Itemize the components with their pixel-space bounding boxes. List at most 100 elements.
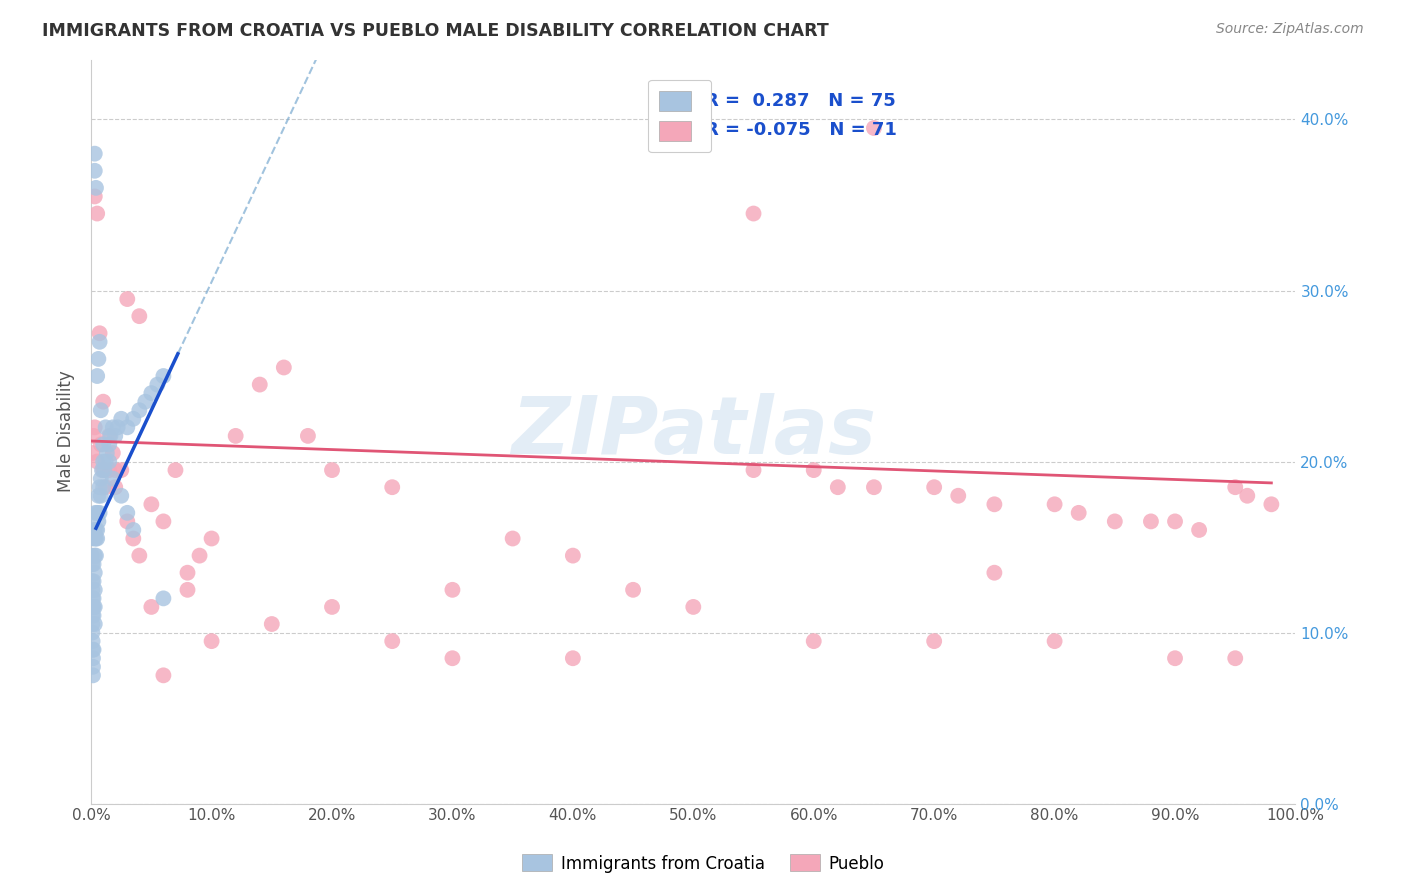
Point <box>803 634 825 648</box>
Point <box>922 634 945 648</box>
Point <box>100 429 122 443</box>
Point <box>152 668 174 682</box>
Point <box>948 489 970 503</box>
Point <box>1140 515 1163 529</box>
Point <box>188 549 211 563</box>
Point <box>90 489 112 503</box>
Point <box>827 480 849 494</box>
Point <box>176 582 198 597</box>
Point <box>128 309 150 323</box>
Point <box>152 515 174 529</box>
Point <box>84 523 107 537</box>
Point <box>82 651 104 665</box>
Point <box>682 599 704 614</box>
Text: R = -0.075   N = 71: R = -0.075 N = 71 <box>706 121 897 139</box>
Point <box>225 429 247 443</box>
Point <box>84 549 107 563</box>
Point <box>89 326 111 341</box>
Point <box>83 420 105 434</box>
Legend: Immigrants from Croatia, Pueblo: Immigrants from Croatia, Pueblo <box>516 847 890 880</box>
Point <box>86 532 108 546</box>
Point <box>152 591 174 606</box>
Point <box>863 121 886 136</box>
Point <box>86 206 108 220</box>
Point <box>86 506 108 520</box>
Point <box>141 599 163 614</box>
Point <box>82 608 104 623</box>
Point <box>122 523 145 537</box>
Point <box>1164 651 1187 665</box>
Point <box>83 146 105 161</box>
Point <box>83 557 105 571</box>
Point <box>101 472 124 486</box>
Point <box>90 472 112 486</box>
Text: Source: ZipAtlas.com: Source: ZipAtlas.com <box>1216 22 1364 37</box>
Point <box>922 480 945 494</box>
Point <box>983 497 1005 511</box>
Text: R =  0.287   N = 75: R = 0.287 N = 75 <box>706 92 896 110</box>
Point <box>91 454 114 468</box>
Point <box>321 463 343 477</box>
Point <box>83 599 105 614</box>
Legend: , : , <box>648 79 711 153</box>
Point <box>94 480 117 494</box>
Point <box>87 351 110 366</box>
Point <box>1104 515 1126 529</box>
Point <box>117 515 139 529</box>
Text: IMMIGRANTS FROM CROATIA VS PUEBLO MALE DISABILITY CORRELATION CHART: IMMIGRANTS FROM CROATIA VS PUEBLO MALE D… <box>42 22 830 40</box>
Point <box>91 463 114 477</box>
Point <box>86 454 108 468</box>
Point <box>80 532 103 546</box>
Point <box>87 489 110 503</box>
Point <box>94 420 117 434</box>
Point <box>86 523 108 537</box>
Point <box>82 625 104 640</box>
Point <box>621 582 644 597</box>
Point <box>273 360 295 375</box>
Point <box>93 463 115 477</box>
Point <box>91 437 114 451</box>
Point <box>1225 480 1247 494</box>
Point <box>90 403 112 417</box>
Point <box>561 549 583 563</box>
Point <box>82 660 104 674</box>
Point <box>104 480 127 494</box>
Point <box>84 506 107 520</box>
Point <box>83 532 105 546</box>
Point <box>82 446 104 460</box>
Point <box>441 582 464 597</box>
Point <box>98 454 121 468</box>
Point <box>441 651 464 665</box>
Point <box>561 651 583 665</box>
Point <box>82 642 104 657</box>
Point <box>86 369 108 384</box>
Point <box>83 523 105 537</box>
Point <box>152 369 174 384</box>
Point <box>128 403 150 417</box>
Point <box>742 206 765 220</box>
Point <box>200 532 222 546</box>
Point <box>101 420 124 434</box>
Point <box>83 582 105 597</box>
Point <box>1236 489 1258 503</box>
Point <box>104 429 127 443</box>
Point <box>122 411 145 425</box>
Point <box>91 463 114 477</box>
Point <box>176 566 198 580</box>
Point <box>1225 651 1247 665</box>
Point <box>1067 506 1090 520</box>
Point <box>89 334 111 349</box>
Point <box>83 189 105 203</box>
Point <box>94 454 117 468</box>
Point <box>107 420 129 434</box>
Point <box>82 574 104 589</box>
Point <box>141 386 163 401</box>
Point <box>803 463 825 477</box>
Point <box>128 549 150 563</box>
Point <box>110 489 132 503</box>
Point <box>83 617 105 632</box>
Point <box>863 480 886 494</box>
Point <box>1260 497 1282 511</box>
Point <box>82 591 104 606</box>
Point <box>117 506 139 520</box>
